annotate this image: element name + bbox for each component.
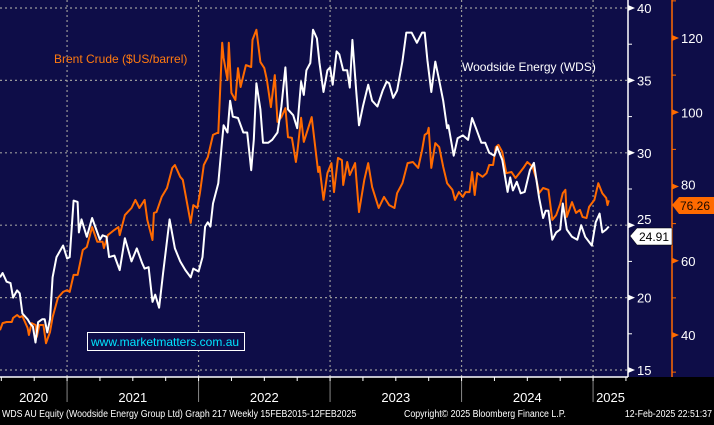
wds-last-value-badge: 24.91 <box>629 227 673 246</box>
x-tick-label: 2023 <box>381 390 410 405</box>
footer-copyright: Copyright© 2025 Bloomberg Finance L.P. <box>404 409 566 420</box>
left-tick-marker <box>628 294 635 301</box>
right-tick-marker <box>672 109 679 116</box>
brent-last-value: 76.26 <box>680 199 710 213</box>
right-tick-marker <box>672 332 679 338</box>
x-axis-ticks: 2020 2021 2022 2023 2024 2025 <box>0 377 627 405</box>
footer-security: WDS AU Equity (Woodside Energy Group Ltd… <box>2 409 357 420</box>
left-axis-ticks: 15 20 25 30 35 40 <box>628 1 651 378</box>
left-tick-marker <box>628 222 635 229</box>
right-tick-label: 60 <box>681 254 695 269</box>
x-tick-label: 2022 <box>250 390 279 405</box>
wds-price-line <box>0 28 610 344</box>
right-tick-marker <box>672 257 679 264</box>
series-layer <box>0 28 610 345</box>
right-tick-label: 100 <box>681 105 703 120</box>
wds-last-value: 24.91 <box>639 230 669 244</box>
brent-last-value-badge: 76.26 <box>672 197 714 214</box>
right-tick-label: 120 <box>681 31 703 46</box>
x-tick-label: 2024 <box>513 390 542 405</box>
left-tick-label: 25 <box>637 212 651 227</box>
left-tick-label: 30 <box>637 146 651 161</box>
x-tick-label: 2021 <box>118 390 147 405</box>
left-tick-marker <box>628 5 635 11</box>
right-tick-marker <box>672 35 679 41</box>
left-tick-marker <box>628 367 635 373</box>
left-tick-label: 20 <box>637 291 651 306</box>
watermark-text: www.marketmatters.com.au <box>90 335 239 349</box>
left-tick-marker <box>628 77 635 84</box>
watermark: www.marketmatters.com.au <box>87 332 245 351</box>
right-axis-ticks: 40 60 80 100 120 <box>672 0 703 373</box>
right-tick-label: 80 <box>681 178 695 193</box>
left-tick-label: 15 <box>637 363 651 378</box>
brent-price-line <box>0 28 610 345</box>
left-tick-label: 35 <box>637 73 651 88</box>
right-tick-label: 40 <box>681 328 695 343</box>
brent-series-label: Brent Crude ($US/barrel) <box>54 52 187 66</box>
left-tick-label: 40 <box>637 1 651 16</box>
footer-timestamp: 12-Feb-2025 22:51:37 <box>624 409 712 420</box>
wds-series-label: Woodside Energy (WDS) <box>462 60 596 74</box>
x-tick-label: 2020 <box>19 390 48 405</box>
right-tick-marker <box>672 183 679 190</box>
x-tick-label: 2025 <box>596 390 625 405</box>
left-tick-marker <box>628 149 635 156</box>
